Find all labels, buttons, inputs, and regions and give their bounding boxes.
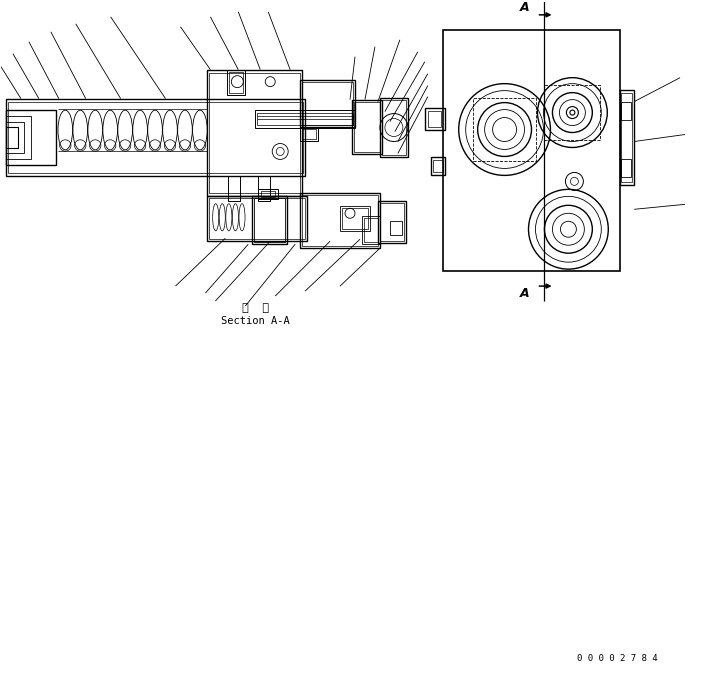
Bar: [342, 209, 368, 230]
Bar: [362, 216, 380, 244]
Bar: [443, 30, 620, 271]
Bar: [340, 207, 370, 232]
Bar: [425, 107, 445, 130]
Bar: [428, 111, 440, 126]
Bar: [431, 157, 445, 176]
Bar: [473, 98, 537, 161]
Text: 断  面: 断 面: [242, 303, 269, 313]
Bar: [433, 161, 443, 172]
Text: Section A-A: Section A-A: [221, 316, 290, 326]
Bar: [255, 109, 355, 128]
Bar: [380, 98, 408, 157]
Bar: [621, 92, 632, 182]
Bar: [258, 190, 279, 199]
Bar: [621, 102, 631, 119]
Bar: [378, 201, 406, 243]
Bar: [352, 100, 382, 155]
Bar: [228, 70, 245, 94]
Bar: [390, 221, 402, 235]
Bar: [620, 90, 634, 186]
Bar: [8, 102, 303, 173]
Bar: [380, 203, 404, 241]
Bar: [6, 126, 18, 148]
Bar: [364, 218, 378, 242]
Bar: [621, 159, 631, 178]
Bar: [6, 122, 24, 153]
Bar: [6, 99, 305, 176]
Bar: [228, 176, 240, 201]
Bar: [6, 115, 31, 159]
Bar: [302, 195, 378, 246]
Bar: [382, 100, 406, 155]
Bar: [207, 196, 307, 241]
Bar: [302, 82, 353, 124]
Text: A: A: [520, 1, 530, 14]
Bar: [209, 198, 305, 239]
Bar: [354, 102, 380, 153]
Bar: [252, 196, 287, 244]
Bar: [300, 126, 318, 142]
Bar: [207, 70, 302, 196]
Bar: [257, 113, 353, 124]
Bar: [255, 198, 285, 242]
Bar: [300, 193, 380, 248]
Bar: [544, 84, 600, 140]
Bar: [6, 109, 56, 165]
Bar: [262, 191, 275, 197]
Bar: [258, 176, 270, 201]
Bar: [229, 72, 243, 92]
Bar: [302, 128, 316, 140]
Bar: [300, 80, 355, 126]
Text: A: A: [520, 287, 530, 300]
Bar: [209, 73, 300, 193]
Text: 0 0 0 0 2 7 8 4: 0 0 0 0 2 7 8 4: [577, 653, 658, 663]
